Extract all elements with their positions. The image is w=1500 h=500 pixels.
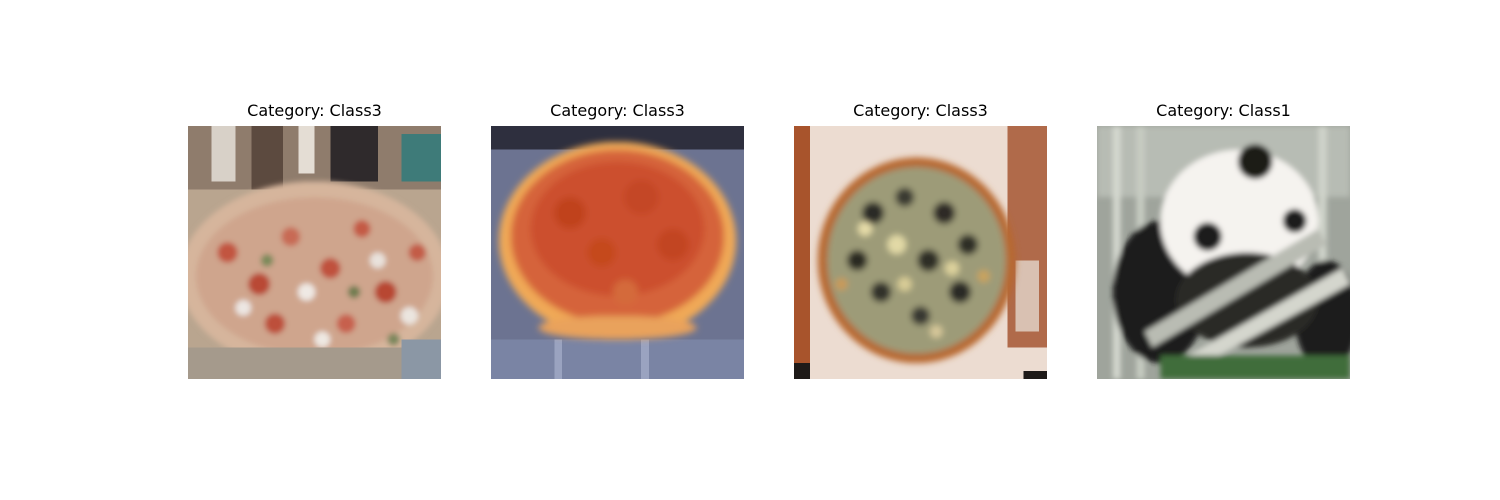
panel-title: Category: Class1 (1156, 101, 1291, 120)
pizza-image (794, 126, 1047, 379)
pizza-image (491, 126, 744, 379)
panda-image (1097, 126, 1350, 379)
panel-title: Category: Class3 (247, 101, 382, 120)
pizza-image (188, 126, 441, 379)
panel-title: Category: Class3 (550, 101, 685, 120)
panel-title: Category: Class3 (853, 101, 988, 120)
